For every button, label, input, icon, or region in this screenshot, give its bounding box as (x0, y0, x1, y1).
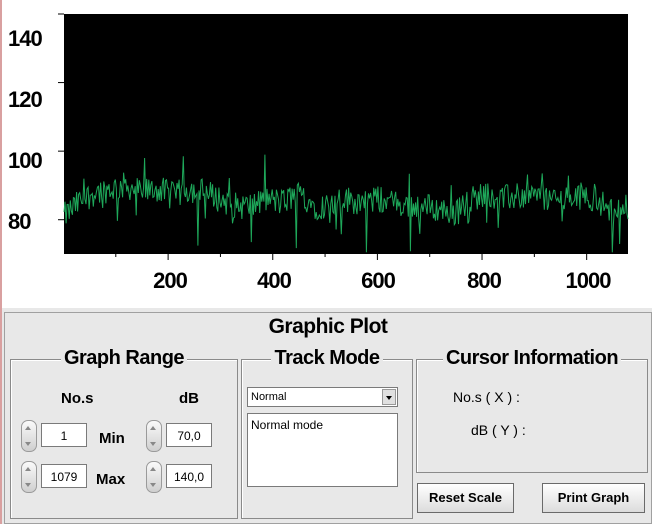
x-tick-label: 400 (257, 268, 292, 293)
y-min-spinner-icon[interactable] (146, 420, 162, 452)
track-mode-value: Normal (251, 391, 287, 403)
graph-area: 140 120 100 80 200 400 600 800 1000 (2, 0, 652, 308)
x-tick-label: 1000 (565, 268, 612, 293)
y-column-label: dB (179, 390, 199, 407)
x-tick-label: 600 (361, 268, 396, 293)
x-min-spinner-icon[interactable] (21, 420, 37, 452)
y-max-spinner-icon[interactable] (146, 461, 162, 493)
plot-background[interactable] (64, 14, 628, 254)
print-graph-button[interactable]: Print Graph (542, 483, 645, 513)
reset-scale-button[interactable]: Reset Scale (417, 483, 514, 513)
cursor-y-label: dB ( Y ) : (471, 422, 526, 438)
x-max-spinner-icon[interactable] (21, 461, 37, 493)
group-title: Cursor Information (417, 347, 647, 370)
graph-range-group: Graph Range No.s dB 1 Min 70,0 1079 Max … (10, 347, 238, 519)
graphic-plot-panel: Graphic Plot Graph Range No.s dB 1 Min 7… (4, 312, 652, 524)
graph-range-title: Graph Range (60, 347, 188, 369)
cursor-information-title: Cursor Information (442, 347, 622, 369)
plot-svg[interactable] (2, 0, 652, 308)
track-mode-select[interactable]: Normal (247, 387, 398, 407)
x-tick-label: 200 (153, 268, 188, 293)
track-mode-description: Normal mode (247, 413, 398, 487)
y-tick-label: 80 (8, 209, 32, 234)
group-title: Track Mode (242, 347, 412, 370)
x-tick-label: 800 (467, 268, 502, 293)
max-label: Max (96, 471, 126, 488)
cursor-x-label: No.s ( X ) : (453, 389, 520, 405)
x-max-input[interactable]: 1079 (41, 464, 87, 488)
y-min-input[interactable]: 70,0 (166, 423, 212, 447)
chevron-down-icon[interactable] (382, 389, 396, 405)
x-min-input[interactable]: 1 (41, 423, 87, 447)
y-tick-label: 100 (8, 148, 43, 173)
y-max-input[interactable]: 140,0 (166, 464, 212, 488)
min-label: Min (99, 430, 125, 447)
y-tick-label: 120 (8, 87, 43, 112)
cursor-information-group: Cursor Information No.s ( X ) : dB ( Y )… (416, 347, 648, 473)
signal-series-line (63, 154, 629, 253)
track-mode-title: Track Mode (271, 347, 383, 369)
y-tick-label: 140 (8, 26, 43, 51)
x-column-label: No.s (61, 390, 94, 407)
panel-title: Graphic Plot (268, 315, 388, 338)
group-title: Graph Range (11, 347, 237, 370)
track-mode-group: Track Mode Normal Normal mode (241, 347, 413, 519)
window-edge (0, 0, 2, 524)
